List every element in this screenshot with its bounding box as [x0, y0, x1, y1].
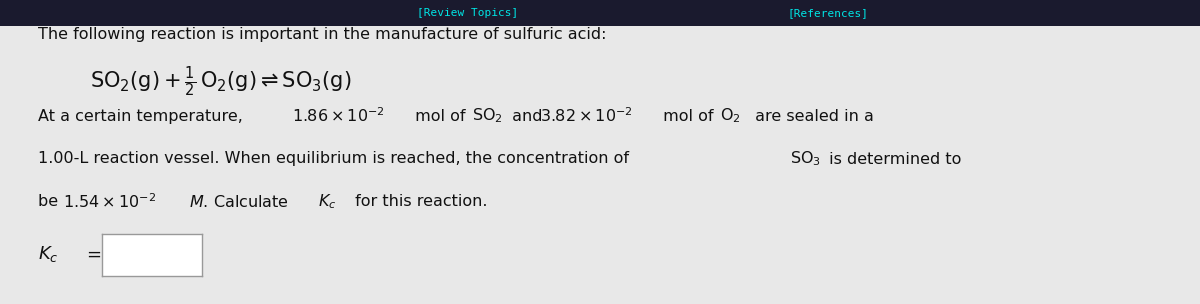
Text: 1.00-L reaction vessel. When equilibrium is reached, the concentration of: 1.00-L reaction vessel. When equilibrium…	[38, 151, 634, 167]
Text: and: and	[508, 109, 547, 123]
Text: $3.82 \times 10^{-2}$: $3.82 \times 10^{-2}$	[540, 107, 632, 125]
Bar	[0, 0, 1200, 26]
Text: are sealed in a: are sealed in a	[750, 109, 874, 123]
Text: $K_c$: $K_c$	[318, 193, 336, 211]
Text: [References]: [References]	[787, 8, 869, 18]
Text: be: be	[38, 195, 64, 209]
Text: $=$: $=$	[83, 245, 102, 263]
Text: mol of: mol of	[658, 109, 719, 123]
Text: $\mathrm{O_2}$: $\mathrm{O_2}$	[720, 107, 740, 125]
Text: for this reaction.: for this reaction.	[350, 195, 487, 209]
Text: The following reaction is important in the manufacture of sulfuric acid:: The following reaction is important in t…	[38, 26, 606, 42]
Text: [Review Topics]: [Review Topics]	[418, 8, 518, 18]
Text: $\mathrm{SO_3}$: $\mathrm{SO_3}$	[790, 150, 821, 168]
Text: $\mathrm{SO_2(g) + \frac{1}{2}\,O_2(g) \rightleftharpoons SO_3(g)}$: $\mathrm{SO_2(g) + \frac{1}{2}\,O_2(g) \…	[90, 65, 352, 99]
Text: $1.86 \times 10^{-2}$: $1.86 \times 10^{-2}$	[292, 107, 385, 125]
Text: $M$. Calculate: $M$. Calculate	[184, 194, 289, 210]
Text: $K_c$: $K_c$	[38, 244, 59, 264]
Text: $\mathrm{SO_2}$: $\mathrm{SO_2}$	[472, 107, 503, 125]
Text: $1.54 \times 10^{-2}$: $1.54 \times 10^{-2}$	[64, 193, 156, 211]
Text: is determined to: is determined to	[824, 151, 961, 167]
Text: At a certain temperature,: At a certain temperature,	[38, 109, 248, 123]
Text: mol of: mol of	[410, 109, 470, 123]
